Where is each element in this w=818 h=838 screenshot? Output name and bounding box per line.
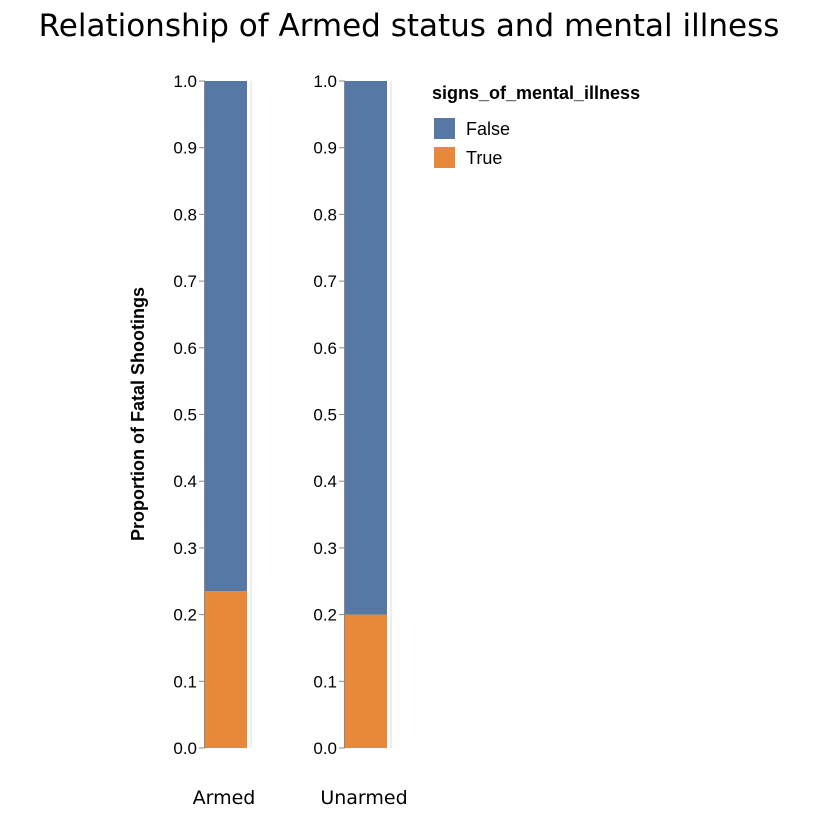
bar-armed-false xyxy=(205,81,247,592)
y-tick-label: 0.3 xyxy=(173,539,197,558)
panel-unarmed: 0.0 0.1 0.2 0.3 0.4 0.5 0.6 0.7 0.8 0.9 1.0 Unarmed xyxy=(313,72,407,809)
y-tick-label: 0.9 xyxy=(313,139,337,158)
y-tick-label: 0.1 xyxy=(313,672,337,691)
bar-unarmed-true xyxy=(345,614,387,748)
y-tick-label: 0.7 xyxy=(173,272,197,291)
chart-title: Relationship of Armed status and mental … xyxy=(38,8,780,44)
bar-armed-true xyxy=(205,591,247,748)
legend-label-true: True xyxy=(466,148,502,168)
legend-swatch-false xyxy=(434,118,455,139)
legend-swatch-true xyxy=(434,147,455,168)
y-tick-label: 0.9 xyxy=(173,139,197,158)
y-tick-label: 1.0 xyxy=(173,72,197,91)
y-tick-label: 0.6 xyxy=(173,339,197,358)
bar-unarmed-false xyxy=(345,81,387,615)
y-tick-label: 0.5 xyxy=(173,406,197,425)
y-axis-title: Proportion of Fatal Shootings xyxy=(128,287,148,541)
y-tick-label: 0.2 xyxy=(313,606,337,625)
x-category-label: Unarmed xyxy=(320,787,407,809)
x-category-label: Armed xyxy=(193,787,256,809)
y-tick-label: 0.3 xyxy=(313,539,337,558)
y-tick-label: 0.4 xyxy=(313,472,337,491)
y-tick-label: 0.0 xyxy=(173,739,197,758)
y-tick-label: 0.2 xyxy=(173,606,197,625)
panel-armed: 0.0 0.1 0.2 0.3 0.4 0.5 0.6 0.7 0.8 0.9 1.0 Armed xyxy=(173,72,255,809)
y-tick-label: 0.0 xyxy=(313,739,337,758)
y-tick-label: 0.7 xyxy=(313,272,337,291)
y-tick-label: 0.6 xyxy=(313,339,337,358)
y-tick-label: 0.8 xyxy=(313,205,337,224)
y-tick-label: 0.8 xyxy=(173,205,197,224)
y-tick-label: 1.0 xyxy=(313,72,337,91)
y-tick-label: 0.1 xyxy=(173,672,197,691)
y-tick-label: 0.4 xyxy=(173,472,197,491)
legend: signs_of_mental_illness False True xyxy=(432,83,640,168)
y-tick-label: 0.5 xyxy=(313,406,337,425)
legend-label-false: False xyxy=(466,119,510,139)
legend-title: signs_of_mental_illness xyxy=(432,83,640,103)
